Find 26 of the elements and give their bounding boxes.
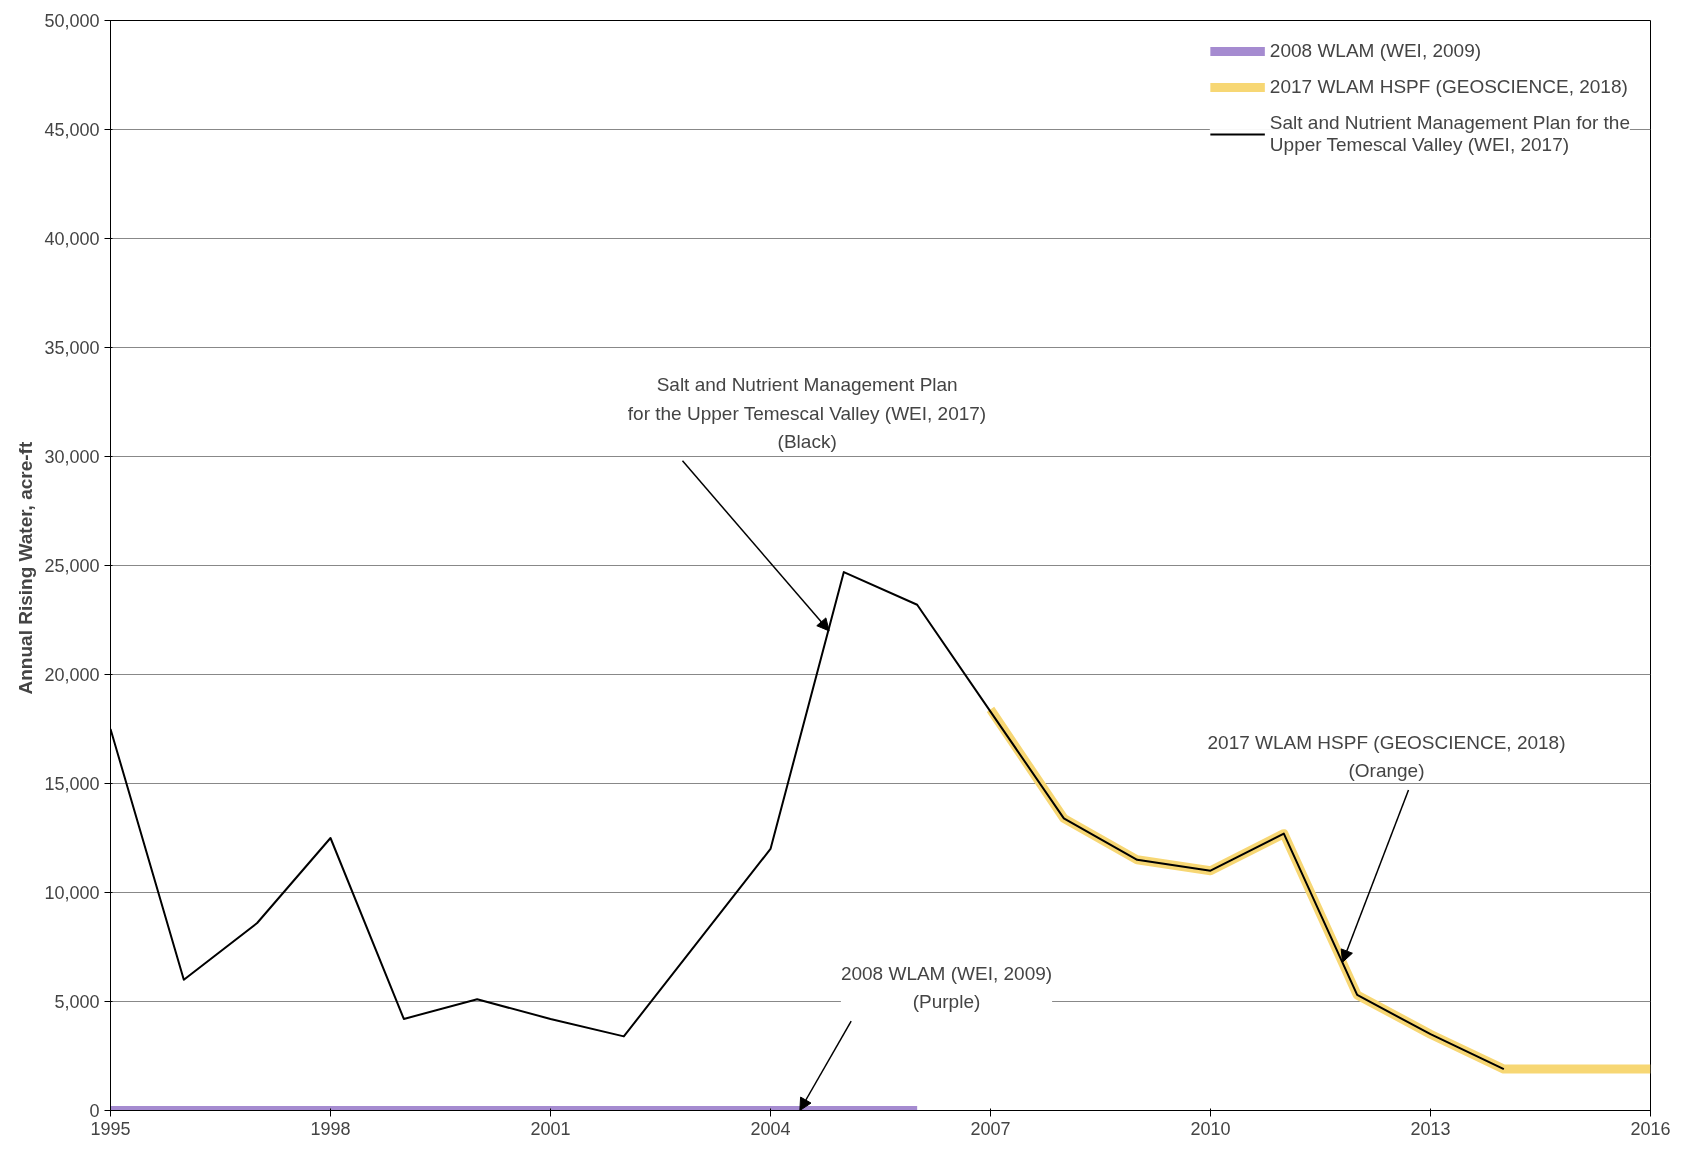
x-tick-label: 2013: [1410, 1118, 1451, 1139]
legend-label: 2017 WLAM HSPF (GEOSCIENCE, 2018): [1269, 76, 1628, 98]
y-tick-label: 50,000: [44, 11, 100, 31]
x-tick-label: 2010: [1190, 1118, 1231, 1139]
annotation: Salt and Nutrient Management Plan for the Upper Temescal Valley (WEI, 2017) (Black): [627, 374, 987, 453]
y-tick-label: 40,000: [44, 229, 100, 249]
x-tick-label: 2016: [1630, 1118, 1671, 1139]
y-tick-label: 25,000: [44, 556, 100, 576]
y-axis-title: Annual Rising Water, acre-ft: [15, 441, 37, 695]
x-tick-label: 1998: [310, 1118, 351, 1139]
y-tick-label: 35,000: [44, 338, 100, 358]
y-tick-label: 20,000: [44, 665, 100, 685]
legend-label: Salt and Nutrient Management Plan for the Upper Temescal Valley (WEI, 2017): [1269, 112, 1630, 156]
x-tick-label: 2004: [750, 1118, 791, 1139]
y-tick-label: 30,000: [44, 447, 100, 467]
x-tick-label: 2007: [970, 1118, 1011, 1139]
y-tick-label: 15,000: [44, 774, 100, 794]
y-tick-label: 0: [89, 1101, 100, 1121]
annotation: 2017 WLAM HSPF (GEOSCIENCE, 2018) (Orange): [1207, 731, 1566, 782]
annotation: 2008 WLAM (WEI, 2009) (Purple): [840, 963, 1053, 1013]
x-tick-label: 2001: [530, 1118, 571, 1139]
y-tick-label: 45,000: [44, 120, 100, 140]
x-tick-label: 1995: [90, 1118, 131, 1139]
y-tick-label: 5,000: [54, 992, 100, 1012]
legend-label: 2008 WLAM (WEI, 2009): [1269, 40, 1482, 62]
y-tick-label: 10,000: [44, 883, 100, 903]
